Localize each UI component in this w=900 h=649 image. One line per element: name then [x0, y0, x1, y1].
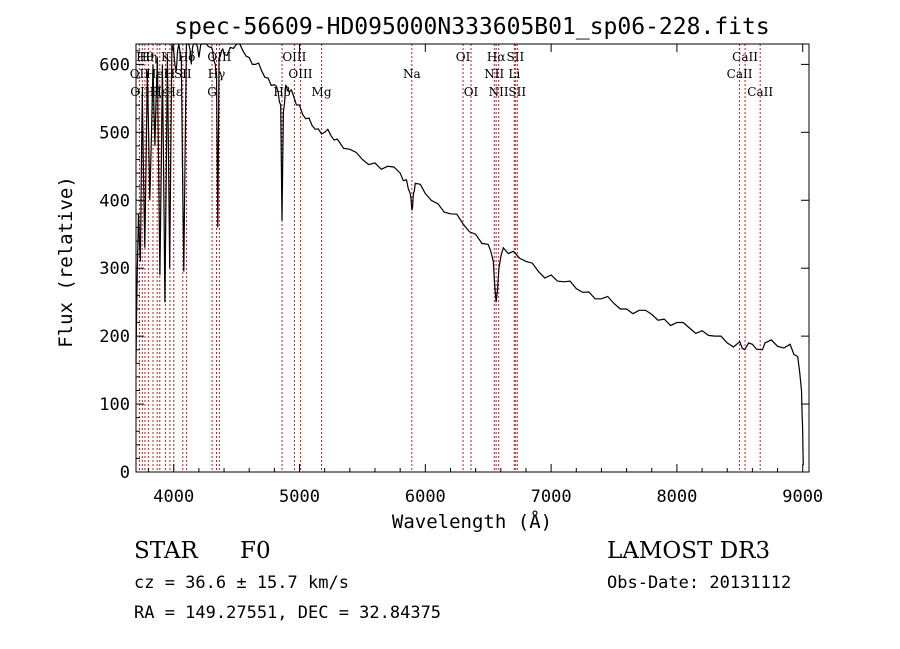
y-tick-label: 100	[99, 395, 130, 415]
spectral-line-label: H	[165, 67, 175, 81]
spectral-line-label: Hβ	[273, 85, 290, 99]
x-tick-label: 4000	[153, 487, 194, 507]
spectral-line-label: Na	[403, 67, 421, 81]
obs-date: Obs-Date: 20131112	[607, 573, 792, 593]
spectral-line-label: OI	[464, 85, 479, 99]
x-axis-label: Wavelength (Å)	[392, 510, 552, 533]
spectral-line-label: SII	[508, 85, 526, 99]
y-tick-label: 500	[99, 123, 130, 143]
x-tick-label: 8000	[656, 487, 697, 507]
spectral-line-label: K	[161, 50, 171, 64]
spectral-line-label: SII	[174, 67, 192, 81]
spectral-line-labels: OIIOIIIHθHηHζHeIHεKHHεSIIHδGHγOIIIHβOIII…	[130, 50, 774, 99]
y-tick-label: 300	[99, 259, 130, 279]
spectral-line-label: CaII	[727, 67, 753, 81]
spectral-line-markers	[138, 44, 761, 472]
spectrum-line	[135, 43, 804, 466]
y-axis: 0 100 200 300 400 500 600	[99, 50, 809, 483]
spectral-line-label: G	[207, 85, 217, 99]
spectral-line-label: Li	[508, 67, 520, 81]
y-tick-label: 200	[99, 327, 130, 347]
spectral-line-label: SII	[507, 50, 525, 64]
spectral-line-label: OI	[456, 50, 471, 64]
spectral-line-label: Mg	[312, 85, 332, 99]
object-type: STAR	[134, 538, 198, 564]
survey-name: LAMOST DR3	[607, 538, 771, 564]
spectral-line-label: OII	[130, 67, 150, 81]
x-tick-label: 5000	[279, 487, 320, 507]
spectral-line-label: OIII	[288, 67, 312, 81]
y-tick-label: 600	[99, 55, 130, 75]
redshift-readout: cz = 36.6 ± 15.7 km/s	[134, 573, 349, 593]
x-tick-label: 6000	[405, 487, 446, 507]
spectral-line-label: Hθ	[136, 50, 154, 64]
spectral-line-label: OIII	[282, 50, 306, 64]
subclass: F0	[240, 538, 271, 564]
spectral-line-label: NII	[489, 85, 509, 99]
spectral-line-label: Hα	[487, 50, 506, 64]
x-axis: 4000 5000 6000 7000 8000 9000	[148, 44, 823, 507]
spectral-line-label: NII	[484, 67, 504, 81]
y-tick-label: 400	[99, 191, 130, 211]
spectral-line-label: CaII	[747, 85, 773, 99]
spectral-line-label: CaII	[732, 50, 758, 64]
y-tick-label: 0	[120, 463, 130, 483]
x-tick-label: 7000	[531, 487, 572, 507]
x-tick-label: 9000	[782, 487, 823, 507]
y-axis-label: Flux (relative)	[55, 176, 77, 348]
spectral-line-label: Hη	[139, 50, 157, 64]
plot-frame	[135, 43, 810, 473]
chart-title: spec-56609-HD095000N333605B01_sp06-228.f…	[174, 14, 769, 40]
spectral-line-label: Hε	[165, 85, 182, 99]
coordinates: RA = 149.27551, DEC = 32.84375	[134, 603, 442, 623]
